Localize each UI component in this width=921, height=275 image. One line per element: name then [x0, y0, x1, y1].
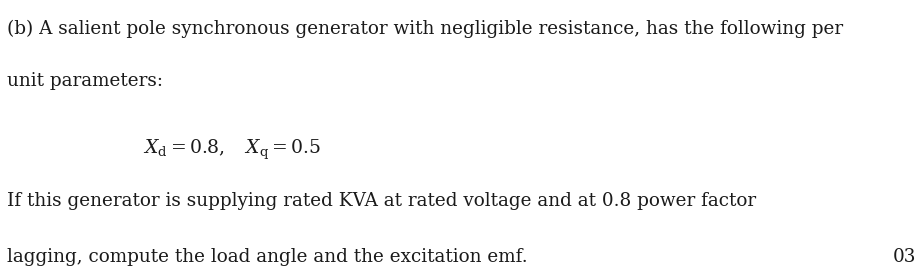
Text: 03: 03 — [893, 248, 916, 265]
Text: (b) A salient pole synchronous generator with negligible resistance, has the fol: (b) A salient pole synchronous generator… — [7, 19, 844, 37]
Text: If this generator is supplying rated KVA at rated voltage and at 0.8 power facto: If this generator is supplying rated KVA… — [7, 192, 756, 210]
Text: lagging, compute the load angle and the excitation emf.: lagging, compute the load angle and the … — [7, 248, 528, 265]
Text: unit parameters:: unit parameters: — [7, 72, 163, 89]
Text: $X_{\rm d}$$= 0.8,$   $X_{\rm q}$$= 0.5$: $X_{\rm d}$$= 0.8,$ $X_{\rm q}$$= 0.5$ — [143, 138, 321, 162]
